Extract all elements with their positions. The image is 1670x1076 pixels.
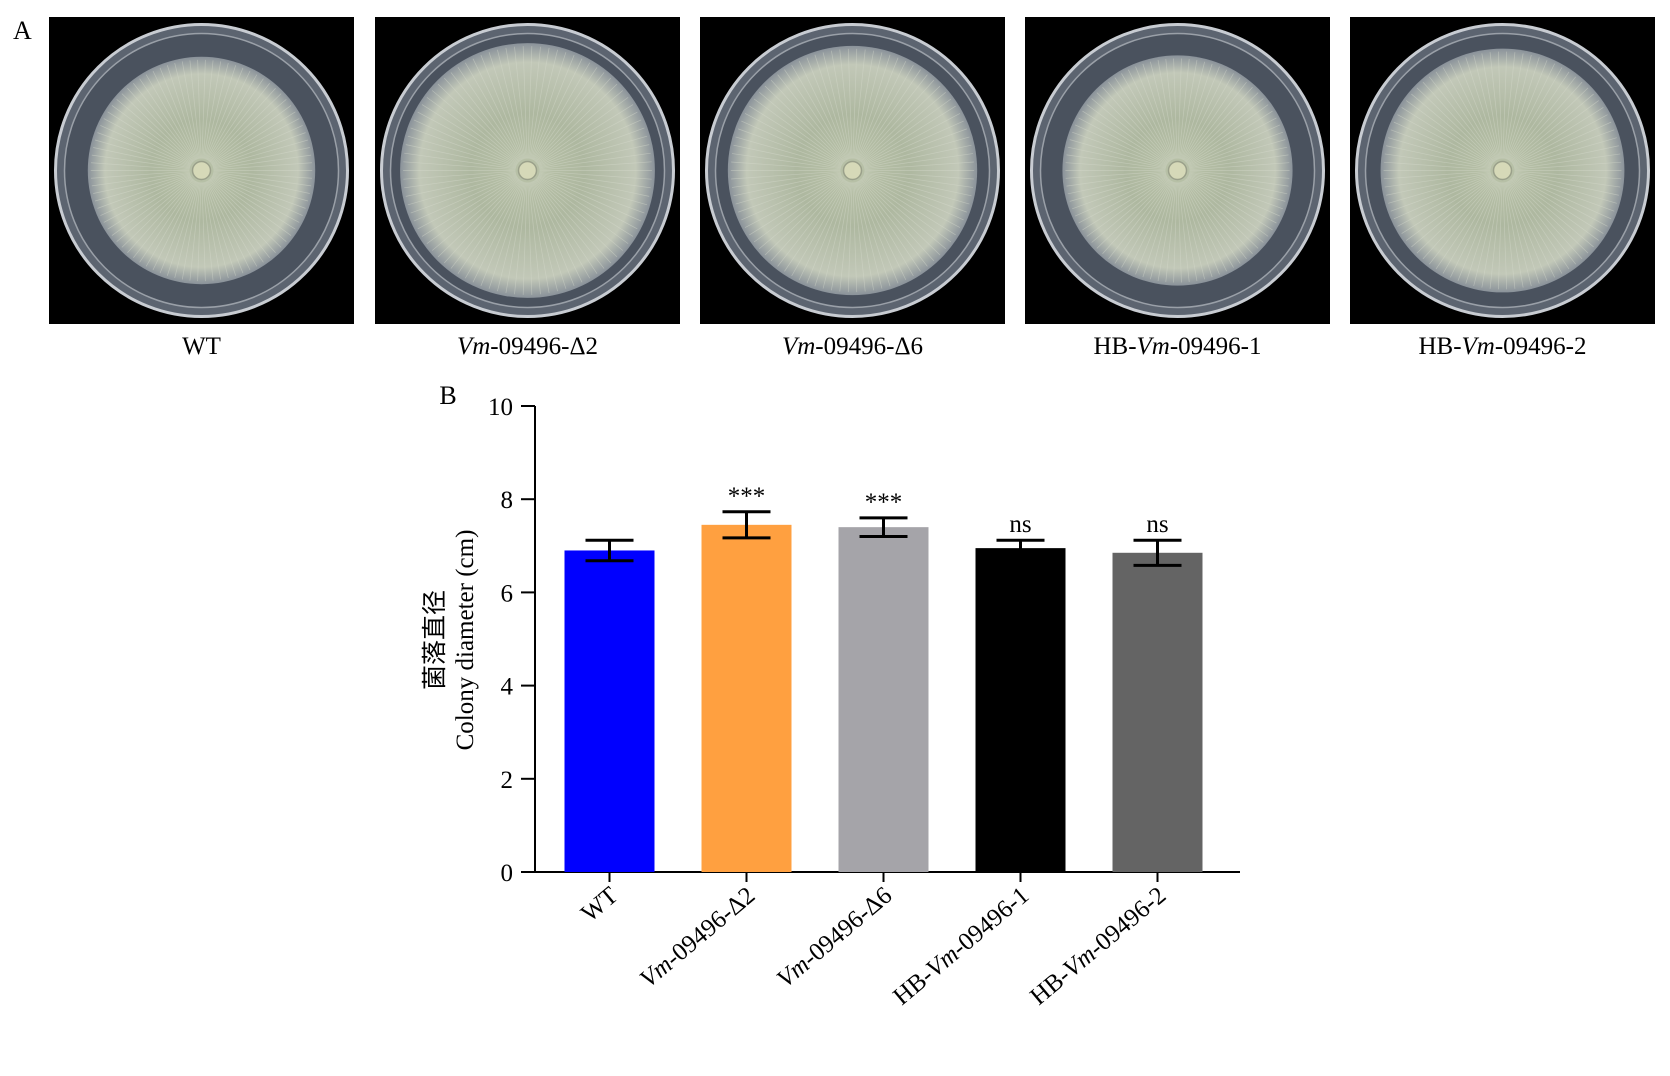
bar: [975, 548, 1066, 872]
y-tick-label: 10: [488, 394, 513, 421]
bar: [838, 527, 929, 872]
petri-plate-photo: [700, 17, 1005, 324]
inoculum-plug: [1167, 160, 1188, 181]
plate-label: Vm-09496-Δ2: [456, 333, 599, 360]
x-tick-label: WT: [576, 882, 623, 928]
x-tick-label: HB-Vm-09496-2: [1025, 882, 1171, 1011]
inoculum-plug: [191, 160, 212, 181]
significance-label: ns: [1146, 511, 1168, 538]
petri-plate-photo: [1025, 17, 1330, 324]
inoculum-plug: [842, 160, 863, 181]
inoculum-plug: [1492, 160, 1513, 181]
x-tick-label: Vm-09496-Δ6: [772, 882, 897, 993]
y-tick-label: 6: [501, 580, 514, 607]
error-bar: [585, 538, 634, 563]
panel-b-label: B: [439, 381, 456, 410]
error-bar: [1133, 538, 1182, 567]
petri-plate-photo: [1350, 17, 1655, 324]
y-axis-label-group: 菌落直径 Colony diameter (cm): [421, 530, 479, 751]
petri-plate-photo: [49, 17, 354, 324]
significance-label: ***: [865, 489, 903, 516]
error-bar: [859, 516, 908, 538]
chart-bars: WT *** Vm-09496-Δ2 *** Vm-09496-Δ6 ns HB-Vm-09…: [564, 483, 1203, 1011]
bar: [701, 524, 792, 872]
error-bar: [722, 510, 771, 540]
y-tick-label: 2: [501, 767, 514, 794]
plate-label: HB-Vm-09496-1: [1093, 333, 1262, 360]
error-bar: [996, 538, 1045, 558]
bar: [1112, 552, 1203, 872]
y-tick-label: 0: [501, 860, 514, 887]
y-axis-label: Colony diameter (cm): [452, 530, 479, 751]
petri-plate-photo: [375, 17, 680, 324]
x-tick-label: Vm-09496-Δ2: [635, 882, 760, 993]
x-tick-label: HB-Vm-09496-1: [888, 882, 1034, 1011]
inoculum-plug: [517, 160, 538, 181]
plate-label: HB-Vm-09496-2: [1418, 333, 1587, 360]
y-tick-label: 8: [501, 487, 514, 514]
panel-a-label: A: [13, 16, 32, 45]
significance-label: ***: [728, 483, 766, 510]
significance-label: ns: [1009, 511, 1031, 538]
plate-label: WT: [182, 333, 221, 360]
bar: [564, 550, 655, 872]
y-tick-label: 4: [501, 674, 514, 701]
plate-label: Vm-09496-Δ6: [781, 333, 924, 360]
y-axis-label-cn: 菌落直径: [421, 590, 449, 690]
